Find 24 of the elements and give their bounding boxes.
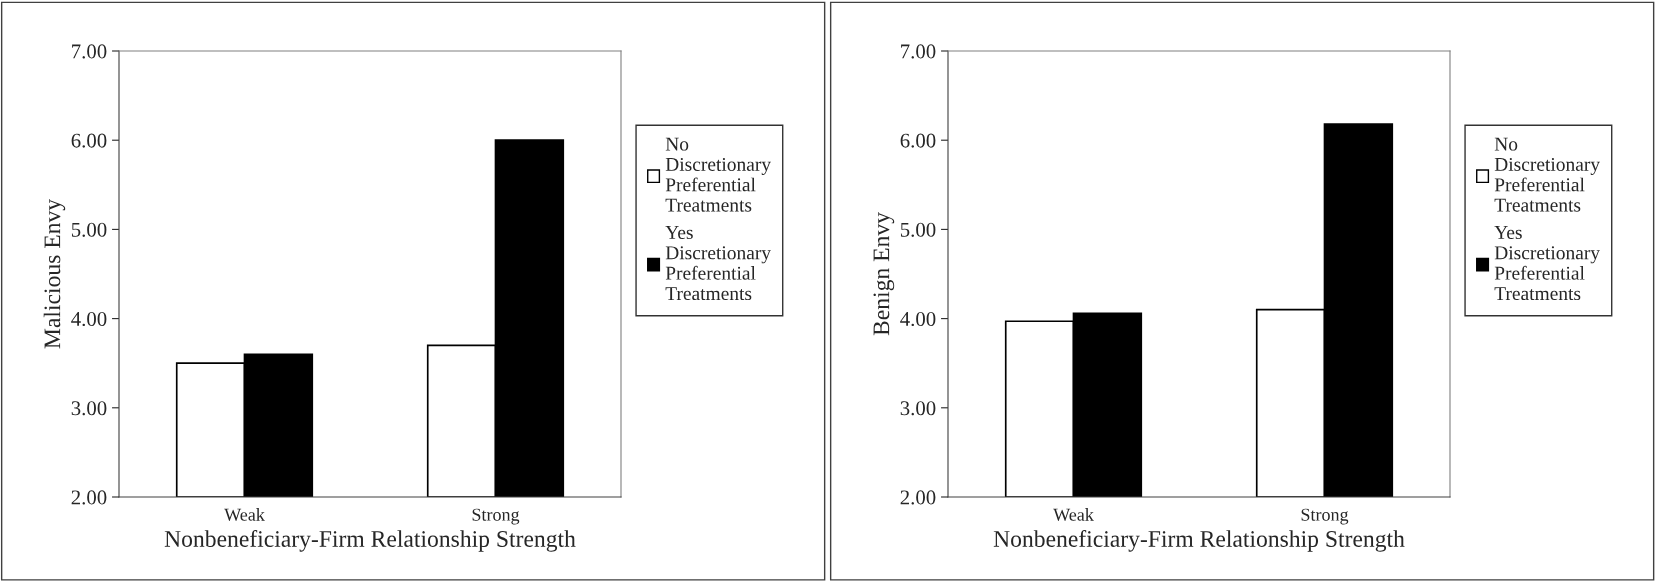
y-tick-label: 2.00 [900,490,936,505]
x-tick-label: Weak [224,508,265,521]
x-tick-label: Strong [472,508,520,525]
y-axis-title: Malicious Envy [43,199,66,349]
x-tick-label: Weak [1053,508,1094,521]
y-tick-label: 3.00 [900,401,936,416]
x-axis-title: Nonbeneficiary-Firm Relationship Strength [993,530,1405,552]
y-tick-label: 7.00 [901,44,936,59]
y-axis-title: Benign Envy [873,212,895,336]
y-tick-label: 3.00 [71,401,107,416]
y-tick-label: 7.00 [72,44,107,59]
y-tick-label: 2.00 [71,490,107,505]
y-tick-label: 4.00 [900,311,936,327]
y-tick-label: 6.00 [71,133,107,148]
legend-label: No Discretionary Preferential Treatments [1494,137,1600,212]
legend-label: Yes Discretionary Preferential Treatments [665,226,771,301]
legend-label: Yes Discretionary Preferential Treatments [1494,226,1600,301]
y-tick-label: 6.00 [900,133,936,148]
y-tick-label: 5.00 [71,222,107,237]
y-tick-label: 5.00 [900,222,936,237]
x-axis-title: Nonbeneficiary-Firm Relationship Strength [164,530,576,552]
y-tick-label: 4.00 [71,311,107,327]
legend-label: No Discretionary Preferential Treatments [665,137,771,212]
x-tick-label: Strong [1301,508,1349,525]
